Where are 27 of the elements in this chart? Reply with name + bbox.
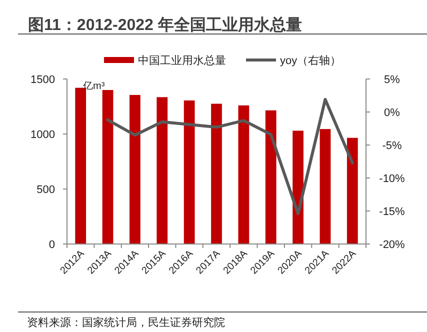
bar bbox=[156, 97, 168, 244]
bar bbox=[238, 105, 250, 244]
legend: yoy（右轴） bbox=[246, 55, 342, 67]
chart-title: 图11：2012-2022 年全国工业用水总量 bbox=[28, 16, 302, 34]
bar bbox=[184, 100, 195, 244]
y-tick-label: 500 bbox=[36, 184, 55, 196]
y-tick-label: 1000 bbox=[30, 129, 55, 141]
bar bbox=[346, 138, 358, 244]
bar bbox=[102, 90, 114, 244]
y2-tick-label: 0% bbox=[384, 107, 400, 119]
bar bbox=[211, 104, 222, 244]
y-tick-label: 0 bbox=[48, 239, 55, 251]
legend: 中国工业用水总量 bbox=[104, 55, 226, 67]
y-tick-label: 1500 bbox=[30, 74, 55, 86]
bar bbox=[320, 129, 331, 244]
legend-label: 中国工业用水总量 bbox=[138, 54, 226, 67]
y2-tick-label: -10% bbox=[379, 173, 406, 185]
bar bbox=[130, 94, 140, 244]
text: 资料来源：国家统计局，民生证券研究院 bbox=[27, 316, 225, 329]
bar bbox=[292, 130, 304, 244]
bar bbox=[265, 110, 276, 244]
y2-tick-label: -20% bbox=[379, 239, 406, 251]
legend-label: yoy（右轴） bbox=[280, 54, 342, 67]
y2-tick-label: -5% bbox=[382, 140, 402, 152]
y2-tick-label: 5% bbox=[384, 74, 400, 86]
y2-tick-label: -15% bbox=[379, 206, 406, 218]
y-axis-title: 亿m³ bbox=[82, 81, 106, 92]
